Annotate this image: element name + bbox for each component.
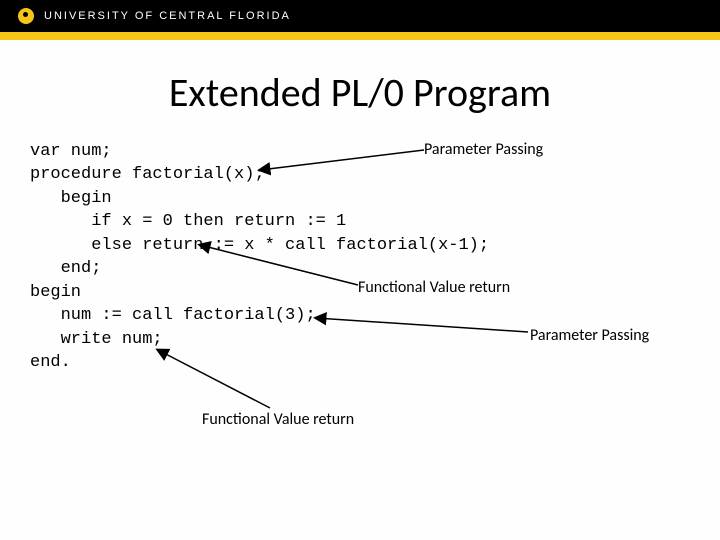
code-line: end. <box>30 353 71 372</box>
code-line: begin <box>30 283 81 302</box>
code-line: procedure factorial(x); <box>30 165 265 184</box>
annotation-func-return-1: Functional Value return <box>358 278 510 297</box>
code-line: else return := x * call factorial(x-1); <box>30 236 489 255</box>
code-line: if x = 0 then return := 1 <box>30 212 346 231</box>
code-line: end; <box>30 259 101 278</box>
annotation-func-return-2: Functional Value return <box>202 410 354 429</box>
annotation-param-passing-1: Parameter Passing <box>424 140 543 159</box>
university-name: UNIVERSITY OF CENTRAL FLORIDA <box>44 10 291 22</box>
ucf-logo-icon <box>18 8 34 24</box>
code-line: begin <box>30 189 112 208</box>
code-line: var num; <box>30 142 112 161</box>
slide-title: Extended PL/0 Program <box>0 68 720 117</box>
accent-bar <box>0 32 720 40</box>
code-line: write num; <box>30 330 163 349</box>
header-bar: UNIVERSITY OF CENTRAL FLORIDA <box>0 0 720 32</box>
code-block: var num; procedure factorial(x); begin i… <box>30 140 489 375</box>
annotation-param-passing-2: Parameter Passing <box>530 326 649 345</box>
code-line: num := call factorial(3); <box>30 306 316 325</box>
